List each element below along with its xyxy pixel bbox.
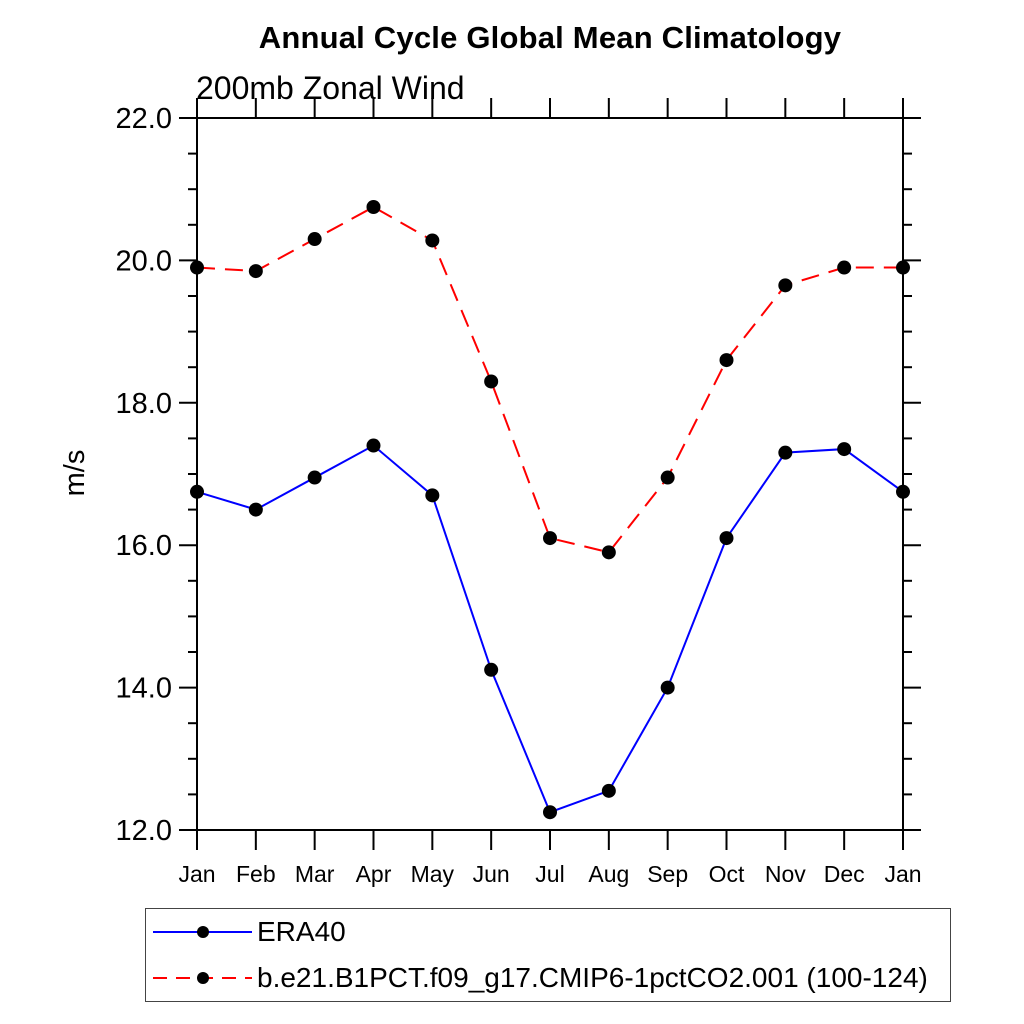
data-point-marker xyxy=(248,264,263,279)
data-point-marker xyxy=(837,442,852,457)
legend-line-sample-era40 xyxy=(153,926,252,938)
x-tick-label: May xyxy=(411,861,455,887)
data-point-marker xyxy=(484,662,499,677)
legend-line-sample-model xyxy=(153,972,252,984)
data-point-marker xyxy=(190,260,204,275)
legend-item-era40: ERA40 xyxy=(146,912,950,952)
data-point-marker xyxy=(660,680,675,695)
data-point-marker xyxy=(307,232,322,247)
data-point-marker xyxy=(366,200,381,214)
x-tick-label: Oct xyxy=(709,861,745,887)
x-axis-ticks xyxy=(196,98,904,850)
chart-title: Annual Cycle Global Mean Climatology xyxy=(258,20,842,55)
plot-frame xyxy=(196,117,904,831)
data-point-marker xyxy=(719,353,734,368)
y-axis-labels: 12.0 14.0 16.0 18.0 20.0 22.0 xyxy=(116,103,172,847)
legend-label-era40: ERA40 xyxy=(257,916,346,947)
series-era40 xyxy=(190,438,910,820)
legend-label-model: b.e21.B1PCT.f09_g17.CMIP6-1pctCO2.001 (1… xyxy=(257,962,928,993)
y-tick-label: 14.0 xyxy=(116,673,172,705)
data-point-marker xyxy=(307,470,322,485)
x-tick-label: Sep xyxy=(647,861,688,887)
data-point-marker xyxy=(248,502,263,517)
data-point-marker xyxy=(837,260,852,275)
x-tick-label: Dec xyxy=(824,861,865,887)
y-tick-label: 20.0 xyxy=(116,245,172,277)
y-tick-label: 18.0 xyxy=(116,388,172,420)
x-tick-label: Nov xyxy=(765,861,806,887)
data-point-marker xyxy=(719,531,734,546)
x-tick-label: Apr xyxy=(356,861,392,887)
x-tick-label: Jun xyxy=(473,861,510,887)
data-point-marker xyxy=(190,484,204,499)
x-tick-label: Feb xyxy=(236,861,276,887)
data-point-marker xyxy=(660,470,675,485)
x-tick-label: Jan xyxy=(178,861,215,887)
y-tick-label: 22.0 xyxy=(116,103,172,135)
data-point-marker xyxy=(601,783,616,798)
data-point-marker xyxy=(484,374,499,389)
data-point-marker xyxy=(778,278,793,293)
legend-marker-dot xyxy=(197,926,209,938)
data-point-marker xyxy=(896,484,910,499)
data-point-marker xyxy=(425,488,440,503)
data-point-marker xyxy=(778,445,793,460)
x-tick-label: Mar xyxy=(295,861,335,887)
legend-marker-dot xyxy=(197,972,209,984)
data-point-marker xyxy=(896,260,910,275)
data-point-marker xyxy=(425,233,440,248)
x-axis-labels: Jan Feb Mar Apr May Jun Jul Aug Sep Oct Nov Dec Jan xyxy=(178,861,921,887)
data-point-marker xyxy=(543,531,557,546)
data-point-marker xyxy=(543,805,557,820)
x-tick-label: Jan xyxy=(884,861,921,887)
data-point-marker xyxy=(601,545,616,560)
series-line xyxy=(196,205,903,554)
series-line xyxy=(196,444,904,814)
legend-item-model: b.e21.B1PCT.f09_g17.CMIP6-1pctCO2.001 (1… xyxy=(146,958,950,998)
data-point-marker xyxy=(366,438,381,453)
x-tick-label: Jul xyxy=(535,861,564,887)
chart-subtitle: 200mb Zonal Wind xyxy=(196,70,465,106)
legend-box: ERA40 b.e21.B1PCT.f09_g17.CMIP6-1pctCO2.… xyxy=(145,908,951,1002)
y-tick-label: 12.0 xyxy=(116,815,172,847)
y-axis-ticks xyxy=(179,117,921,831)
x-tick-label: Aug xyxy=(588,861,629,887)
y-axis-title: m/s xyxy=(59,450,91,497)
y-tick-label: 16.0 xyxy=(116,530,172,562)
series-model xyxy=(190,200,910,560)
